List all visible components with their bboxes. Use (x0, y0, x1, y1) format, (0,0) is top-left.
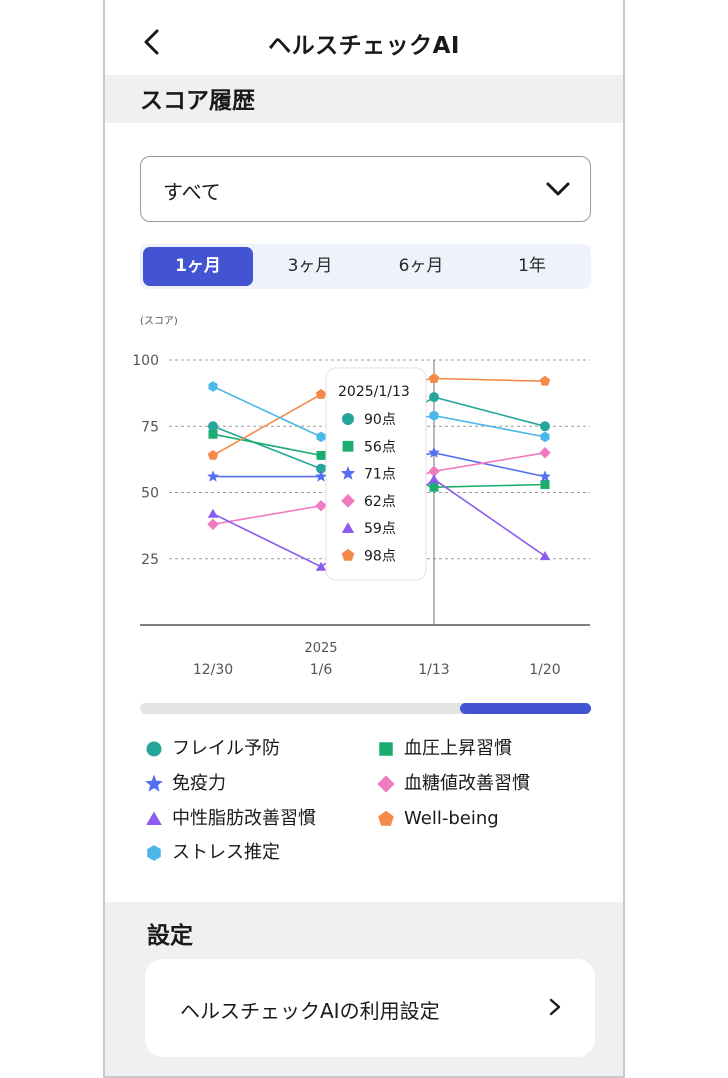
square-legend-icon (379, 742, 393, 756)
data-point (539, 375, 551, 386)
period-tabs: 1ヶ月 3ヶ月 6ヶ月 1年 (140, 244, 591, 289)
tab-1-month[interactable]: 1ヶ月 (143, 247, 253, 286)
pentagon-legend-icon (378, 810, 394, 826)
data-point (208, 429, 218, 439)
tab-6-months[interactable]: 6ヶ月 (398, 256, 444, 276)
x-year-label: 2025 (304, 641, 337, 656)
data-point (207, 518, 219, 531)
chevron-down-icon (546, 182, 570, 196)
data-point (315, 500, 327, 512)
tooltip-value: 90点 (364, 412, 396, 428)
tooltip-date: 2025/1/13 (338, 384, 410, 400)
data-point (429, 392, 439, 403)
x-tick-label: 12/30 (193, 662, 233, 678)
chart-scroll-thumb[interactable] (460, 703, 591, 714)
data-point (539, 470, 551, 482)
y-tick-label: 75 (141, 419, 159, 435)
data-point (540, 480, 550, 490)
legend-label: Well-being (404, 808, 499, 829)
legend-marker (146, 741, 162, 757)
circle-legend-icon (146, 741, 162, 757)
tooltip-value: 62点 (364, 494, 396, 510)
tooltip-marker (342, 440, 354, 452)
data-point (315, 470, 327, 482)
phone-screen: ヘルスチェックAI スコア履歴 すべて 1ヶ月 3ヶ月 6ヶ月 1年 (スコア)… (103, 0, 625, 1078)
data-point (315, 388, 327, 399)
healthcheck-settings-item[interactable]: ヘルスチェックAIの利用設定 (145, 959, 595, 1057)
healthcheck-settings-label: ヘルスチェックAIの利用設定 (180, 999, 440, 1023)
tooltip-marker (341, 522, 355, 533)
star-legend-icon (145, 775, 163, 792)
x-tick-label: 1/6 (310, 662, 333, 678)
legend-label: 中性脂肪改善習慣 (172, 808, 316, 829)
y-tick-label: 50 (141, 486, 159, 502)
tooltip-marker (340, 466, 356, 480)
legend-marker (378, 810, 394, 826)
legend-marker (147, 845, 161, 861)
score-history-chart: (スコア) 25 50 75 100 12/30 1/6 1/13 1/20 2025 2025/1… (132, 316, 590, 678)
data-point (208, 381, 218, 392)
settings-section-title: 設定 (147, 923, 193, 949)
x-tick-label: 1/13 (418, 662, 449, 678)
history-section-title: スコア履歴 (140, 88, 255, 114)
data-point (315, 561, 327, 571)
data-point (429, 482, 439, 492)
triangle-legend-icon (146, 811, 162, 825)
legend-label: ストレス推定 (172, 842, 280, 863)
tooltip-value: 71点 (364, 467, 396, 483)
data-point (208, 421, 218, 432)
data-point (540, 421, 550, 432)
tab-1-year[interactable]: 1年 (518, 256, 546, 276)
data-point (207, 449, 219, 460)
x-tick-label: 1/20 (529, 662, 560, 678)
data-point (540, 431, 550, 443)
category-select-value: すべて (163, 180, 221, 204)
data-point (539, 447, 551, 459)
category-select[interactable]: すべて (140, 156, 591, 222)
data-point (316, 463, 326, 474)
data-point (428, 465, 440, 478)
chevron-right-icon (549, 998, 561, 1016)
y-axis-label: (スコア) (140, 316, 178, 327)
y-tick-label: 100 (132, 353, 159, 369)
legend-label: 血糖値改善習慣 (404, 773, 530, 794)
legend-marker (146, 811, 162, 825)
y-tick-label: 25 (141, 552, 159, 568)
legend-label: フレイル予防 (172, 738, 280, 759)
tooltip-value: 56点 (364, 439, 396, 455)
legend-label: 免疫力 (172, 773, 226, 794)
history-section-band: スコア履歴 (105, 75, 623, 123)
legend-marker (145, 775, 163, 792)
chart-tooltip: 2025/1/13 90点 56点 71点 62点 59点 98点 (325, 367, 427, 581)
page-title: ヘルスチェックAI (268, 33, 460, 59)
legend-marker (379, 742, 393, 756)
data-point (316, 431, 326, 443)
data-point (539, 551, 551, 561)
data-point (428, 474, 440, 484)
tooltip-value: 98点 (364, 549, 396, 565)
legend-marker (377, 775, 395, 793)
tooltip-marker (341, 548, 355, 561)
data-point (429, 410, 439, 421)
data-point (316, 450, 326, 460)
app-header: ヘルスチェックAI (105, 0, 623, 75)
hexagon-legend-icon (147, 845, 161, 861)
data-point (207, 508, 219, 518)
data-point (207, 470, 219, 482)
chart-scroll-track[interactable] (140, 703, 591, 714)
data-point (428, 446, 440, 458)
back-button[interactable] (135, 22, 169, 62)
tab-3-months[interactable]: 3ヶ月 (287, 256, 333, 276)
tooltip-marker (342, 413, 354, 425)
diamond-legend-icon (377, 775, 395, 793)
tooltip-marker (341, 494, 355, 508)
tooltip-value: 59点 (364, 521, 396, 537)
legend-label: 血圧上昇習慣 (404, 738, 512, 759)
data-point (428, 373, 440, 383)
